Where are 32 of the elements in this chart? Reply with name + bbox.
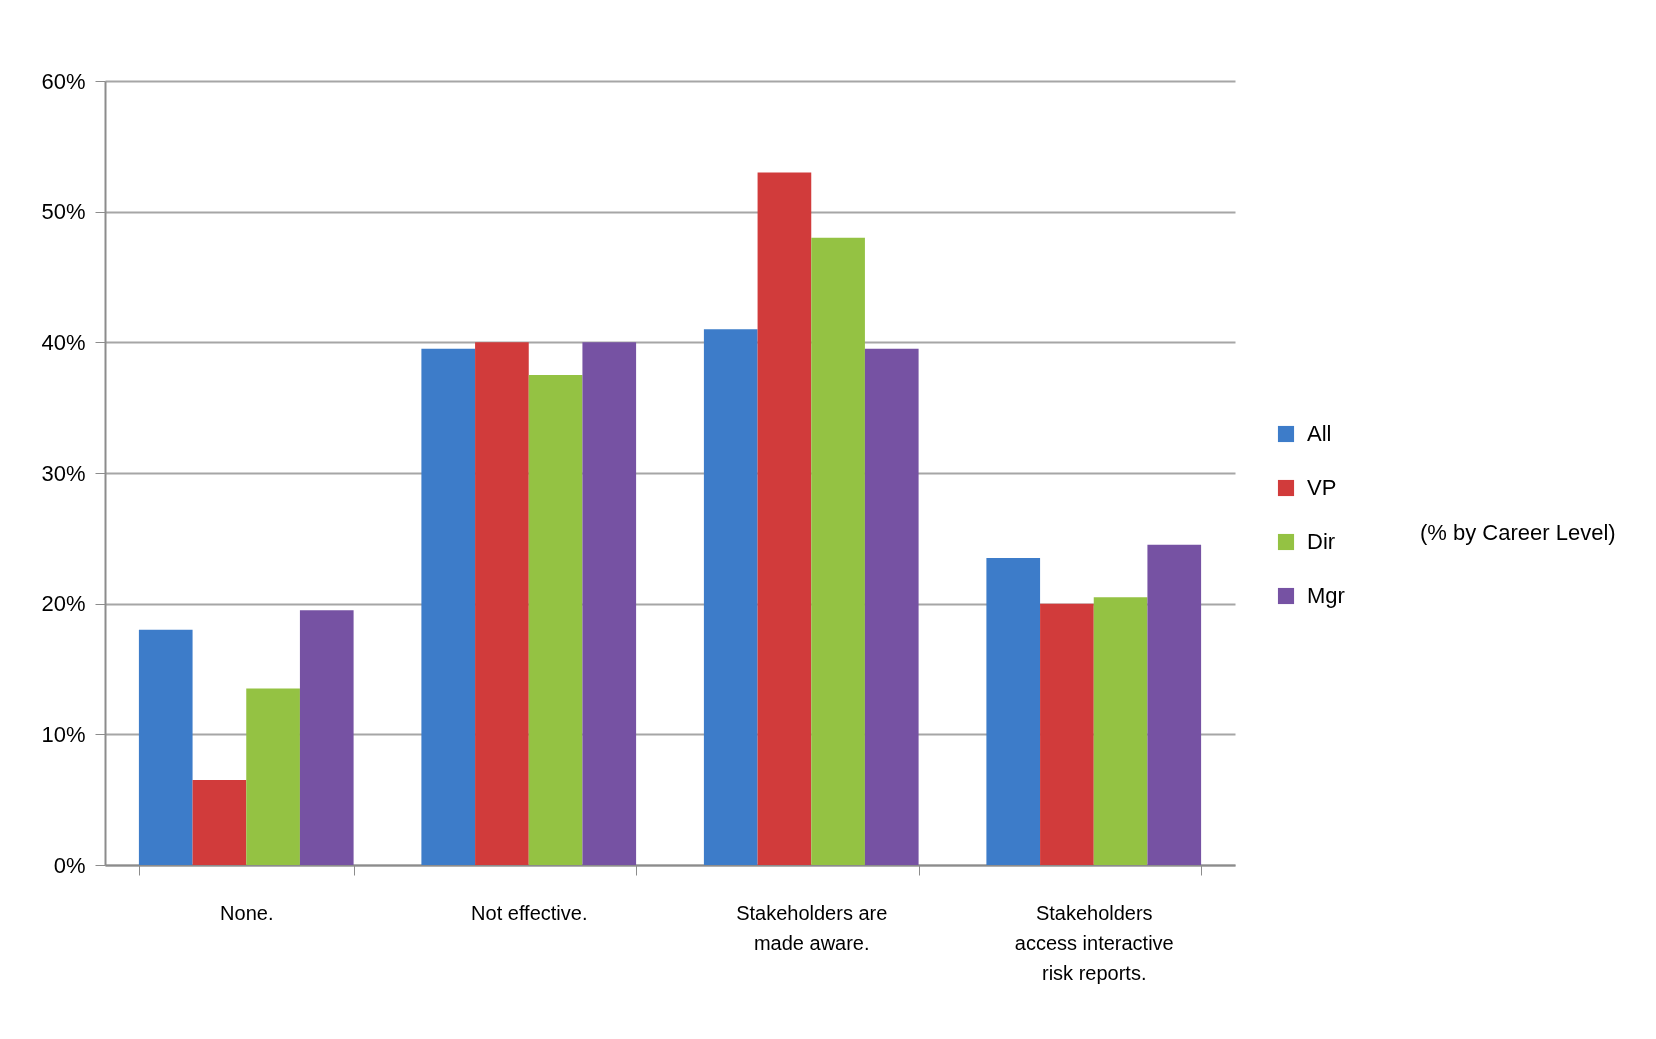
y-tick-label: 10% — [41, 721, 86, 747]
bar — [299, 610, 354, 865]
legend-label: Mgr — [1307, 583, 1345, 608]
y-tick-label: 50% — [41, 199, 86, 225]
bar — [1093, 597, 1148, 865]
y-tick-label: 0% — [53, 852, 86, 878]
bar — [246, 688, 300, 865]
bar — [986, 557, 1041, 865]
bar — [703, 329, 758, 865]
bar — [1147, 544, 1202, 865]
text: (% by Career Level) — [1420, 520, 1616, 545]
bar — [475, 342, 529, 865]
legend-label: Dir — [1307, 529, 1336, 554]
x-tick-label: Stakeholders are made aware. — [736, 901, 888, 954]
bar — [757, 172, 812, 865]
x-tick-label: None. — [220, 901, 274, 924]
x-tick-label: Stakeholders access interactive risk reports. — [1014, 901, 1174, 984]
bar — [1040, 603, 1094, 865]
x-tick-label: Not effective. — [471, 901, 588, 924]
bar — [811, 237, 865, 865]
bar — [421, 348, 476, 865]
bar — [192, 780, 247, 865]
y-tick-label: 30% — [41, 460, 86, 486]
bar — [528, 375, 583, 865]
bar — [582, 342, 637, 865]
bar — [138, 629, 193, 865]
y-tick-label: 60% — [41, 68, 86, 94]
y-tick-label: 40% — [41, 329, 86, 355]
legend-label: VP — [1307, 475, 1337, 500]
bar — [864, 348, 919, 865]
legend-label: All — [1307, 421, 1332, 446]
y-tick-label: 20% — [41, 591, 86, 617]
